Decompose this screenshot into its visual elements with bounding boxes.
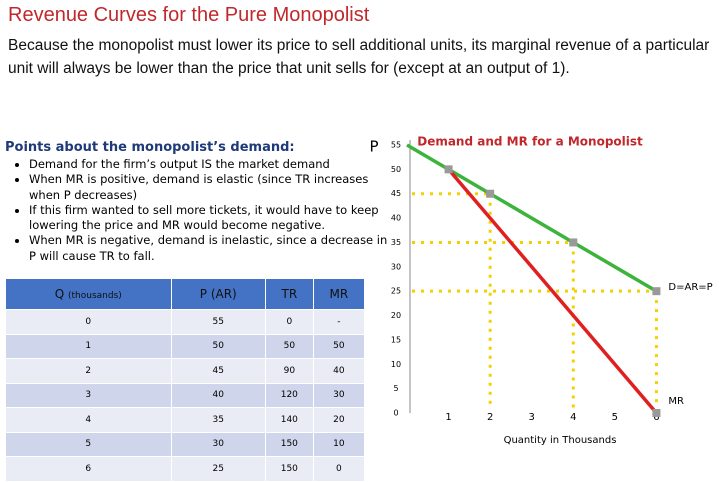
table-cell: 6 [5, 456, 172, 482]
table-cell: 3 [5, 382, 172, 408]
y-tick-label: 50 [391, 165, 401, 174]
x-tick-label: 6 [653, 412, 659, 423]
table-cell: 0 [312, 456, 366, 482]
x-tick-label: 2 [487, 412, 493, 423]
table-cell: 50 [312, 333, 366, 359]
table-cell: 1 [5, 333, 172, 359]
y-axis-label: P [369, 138, 378, 156]
table-row: 6 25 150 0 [5, 456, 366, 482]
x-tick-label: 5 [612, 412, 618, 423]
bullet: Demand for the firm’s output IS the mark… [29, 157, 389, 172]
header-text: MR [329, 287, 349, 301]
series-label: MR [668, 396, 684, 407]
bullet: When MR is positive, demand is elastic (… [29, 172, 389, 203]
bullet-list: Demand for the firm’s output IS the mark… [5, 157, 389, 264]
x-tick-label: 4 [570, 412, 576, 423]
table-cell: 0 [5, 309, 172, 335]
table-cell: 4 [5, 407, 172, 433]
y-tick-label: 30 [391, 262, 401, 271]
table-cell: 40 [170, 382, 266, 408]
point [652, 287, 661, 296]
table-cell: 20 [312, 407, 366, 433]
table-row: 2 45 90 40 [5, 358, 366, 384]
header-cell: Q (thousands) [5, 278, 172, 310]
points-heading: Points about the monopolist’s demand: [5, 140, 295, 155]
slide-title: Revenue Curves for the Pure Monopolist [8, 4, 370, 26]
table-cell: 25 [170, 456, 266, 482]
point [486, 189, 495, 198]
y-tick-label: 0 [393, 409, 398, 418]
table-row: 3 40 120 30 [5, 382, 366, 408]
x-axis-label: Quantity in Thousands [504, 435, 617, 446]
table-cell: - [312, 309, 366, 335]
y-tick-label: 35 [391, 238, 401, 247]
y-tick-label: 15 [391, 335, 401, 344]
header-cell: P (AR) [170, 278, 266, 310]
table-cell: 140 [264, 407, 314, 433]
table-cell: 50 [170, 333, 266, 359]
y-tick-label: 55 [391, 141, 401, 150]
x-tick-label: 1 [445, 412, 451, 423]
point [444, 165, 453, 174]
x-tick-label: 3 [529, 412, 535, 423]
y-tick-label: 5 [393, 384, 398, 393]
y-tick-label: 40 [391, 214, 401, 223]
table-cell: 30 [312, 382, 366, 408]
table-cell: 150 [264, 456, 314, 482]
bullet: If this firm wanted to sell more tickets… [29, 203, 389, 234]
y-tick-label: 10 [391, 360, 401, 369]
point [569, 238, 578, 247]
point [652, 409, 661, 417]
header-cell: MR [312, 278, 366, 310]
slide: Revenue Curves for the Pure Monopolist B… [0, 0, 720, 450]
subtitle: Because the monopolist must lower its pr… [8, 37, 710, 77]
y-tick-label: 45 [391, 189, 401, 198]
table-row: 0 55 0- [5, 309, 366, 335]
series-line [447, 168, 658, 415]
header-text: (thousands) [68, 291, 122, 301]
header-text: P (AR) [199, 287, 237, 301]
chart: Demand and MR for a Monopolist P Quantity … [369, 135, 712, 447]
header-text: Q [54, 287, 65, 301]
y-tick-label: 25 [391, 287, 401, 296]
table-cell: 40 [312, 358, 366, 384]
chart-title: Demand and MR for a Monopolist [417, 135, 643, 149]
series-label: D=AR=P [668, 282, 712, 293]
y-tick-label: 20 [391, 311, 401, 320]
bullet: When MR is negative, demand is inelastic… [29, 233, 389, 264]
table-cell: 2 [5, 358, 172, 384]
table-cell: 45 [170, 358, 266, 384]
header-text: TR [281, 287, 298, 301]
